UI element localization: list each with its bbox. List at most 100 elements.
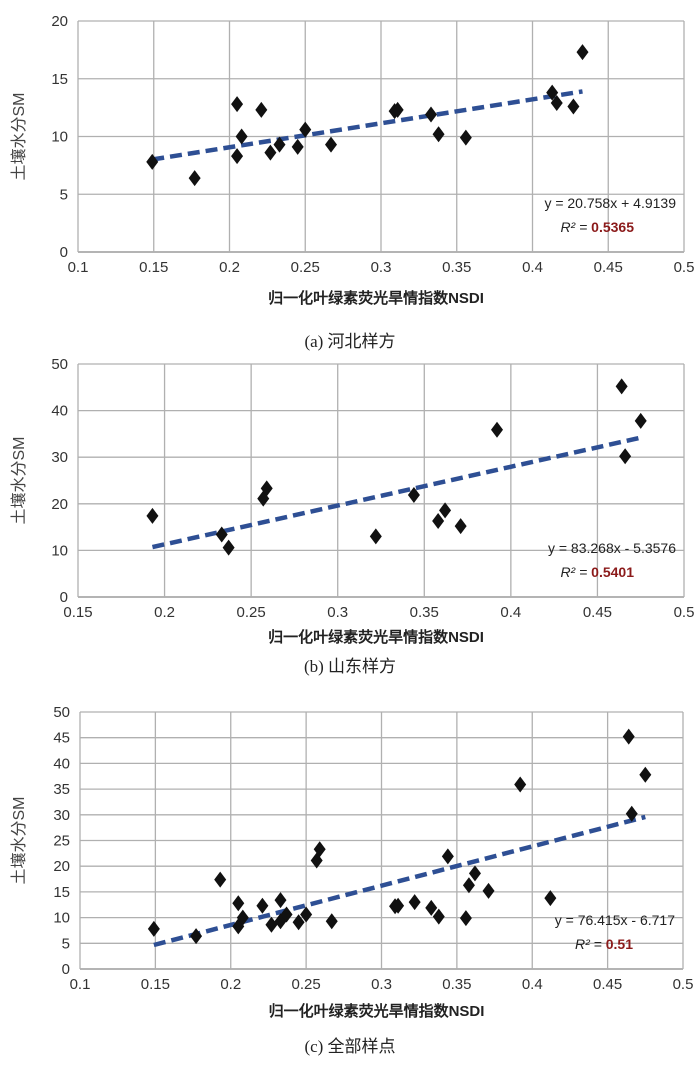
r-squared-label: R² = [575, 936, 606, 952]
chart-caption: (b) 山东样方 [304, 657, 396, 676]
y-tick-label: 50 [51, 356, 68, 373]
x-tick-label: 0.1 [70, 976, 91, 993]
data-point [300, 906, 313, 923]
data-point [256, 897, 269, 914]
data-point [432, 908, 445, 925]
x-tick-label: 0.45 [583, 604, 612, 621]
data-point [215, 526, 228, 543]
data-point [273, 136, 286, 153]
x-tick-label: 0.45 [594, 259, 623, 276]
x-tick-label: 0.5 [673, 976, 694, 993]
chart-b: 0 10 20 30 40 50 0.15 0.2 0.25 0.3 0.35 0.4 0.45 0.5 y… [9, 356, 694, 676]
x-tick-label: 0.2 [220, 976, 241, 993]
data-point [625, 805, 638, 822]
data-point [222, 539, 235, 556]
data-point [482, 882, 495, 899]
data-point [491, 421, 504, 438]
data-point [232, 895, 245, 912]
data-point [407, 486, 420, 503]
x-tick-label: 0.2 [154, 604, 175, 621]
trend-equation: y = 20.758x + 4.9139 [544, 195, 676, 211]
data-point [292, 914, 305, 931]
x-tick-label: 0.3 [327, 604, 348, 621]
y-tick-label: 5 [60, 186, 68, 203]
data-point [231, 148, 244, 165]
chart-c: 0 5 10 15 20 25 30 35 40 45 50 0.1 0.15 0.2 0.25 0.3 0.3… [9, 704, 693, 1056]
data-point [454, 518, 467, 535]
x-tick-label: 0.4 [522, 259, 543, 276]
x-axis-label: 归一化叶绿素荧光旱情指数NSDI [268, 628, 484, 646]
data-point [459, 129, 472, 146]
x-tick-label: 0.45 [593, 976, 622, 993]
data-point [408, 894, 421, 911]
data-point [231, 96, 244, 113]
x-tick-label: 0.15 [141, 976, 170, 993]
y-tick-label: 0 [62, 961, 70, 978]
y-tick-label: 0 [60, 589, 68, 606]
data-point [188, 170, 201, 187]
x-axis-label: 归一化叶绿素荧光旱情指数NSDI [268, 289, 484, 307]
x-tick-label: 0.35 [410, 604, 439, 621]
chart-caption: (c) 全部样点 [304, 1037, 395, 1056]
y-tick-label: 40 [51, 403, 68, 420]
r-squared: R² = 0.5365 [560, 219, 634, 235]
data-point [441, 848, 454, 865]
y-axis-label: 土壤水分SM [9, 436, 28, 524]
trendline [151, 89, 583, 162]
data-point [291, 138, 304, 155]
y-axis-label: 土壤水分SM [9, 92, 28, 180]
y-tick-label: 10 [53, 910, 70, 927]
data-point [468, 865, 481, 882]
x-tick-label: 0.4 [522, 976, 543, 993]
data-point [260, 480, 273, 497]
data-point [634, 412, 647, 429]
y-tick-label: 20 [51, 496, 68, 513]
data-point [146, 153, 159, 170]
r-squared-value: 0.51 [606, 936, 633, 952]
data-point [615, 378, 628, 395]
y-tick-label: 25 [53, 833, 70, 850]
y-tick-label: 0 [60, 244, 68, 261]
data-point [432, 126, 445, 143]
trend-equation: y = 76.415x - 6.717 [555, 912, 675, 928]
y-tick-label: 30 [51, 449, 68, 466]
r-squared-label: R² = [560, 219, 591, 235]
data-point [619, 448, 632, 465]
chart-a: 0 5 10 15 20 0.1 0.15 0.2 0.25 0.3 0.35 0.4 0.45 0.5 y… [9, 13, 694, 351]
data-point [214, 871, 227, 888]
data-point [576, 44, 589, 61]
x-tick-label: 0.35 [442, 259, 471, 276]
y-tick-label: 45 [53, 730, 70, 747]
x-tick-label: 0.5 [674, 259, 695, 276]
x-tick-label: 0.25 [291, 259, 320, 276]
y-tick-label: 35 [53, 781, 70, 798]
data-point [622, 728, 635, 745]
trendline [153, 814, 646, 948]
x-tick-label: 0.3 [371, 976, 392, 993]
data-point [391, 101, 404, 118]
x-tick-label: 0.3 [371, 259, 392, 276]
x-axis-label: 归一化叶绿素荧光旱情指数NSDI [269, 1002, 485, 1020]
data-point [546, 84, 559, 101]
x-tick-label: 0.1 [68, 259, 89, 276]
data-point [255, 101, 268, 118]
chart-caption: (a) 河北样方 [304, 332, 395, 351]
data-point [265, 916, 278, 933]
data-point [236, 909, 249, 926]
data-point [147, 920, 160, 937]
r-squared: R² = 0.51 [575, 936, 633, 952]
trendline [151, 435, 642, 550]
data-point [299, 121, 312, 138]
data-point [567, 98, 580, 115]
x-tick-label: 0.2 [219, 259, 240, 276]
data-point [313, 841, 326, 858]
data-point [274, 892, 287, 909]
data-point [424, 106, 437, 123]
y-axis-label: 土壤水分SM [9, 796, 28, 884]
x-tick-label: 0.5 [674, 604, 695, 621]
data-point [369, 528, 382, 545]
data-point [325, 913, 338, 930]
r-squared: R² = 0.5401 [560, 564, 634, 580]
data-point [432, 513, 445, 530]
